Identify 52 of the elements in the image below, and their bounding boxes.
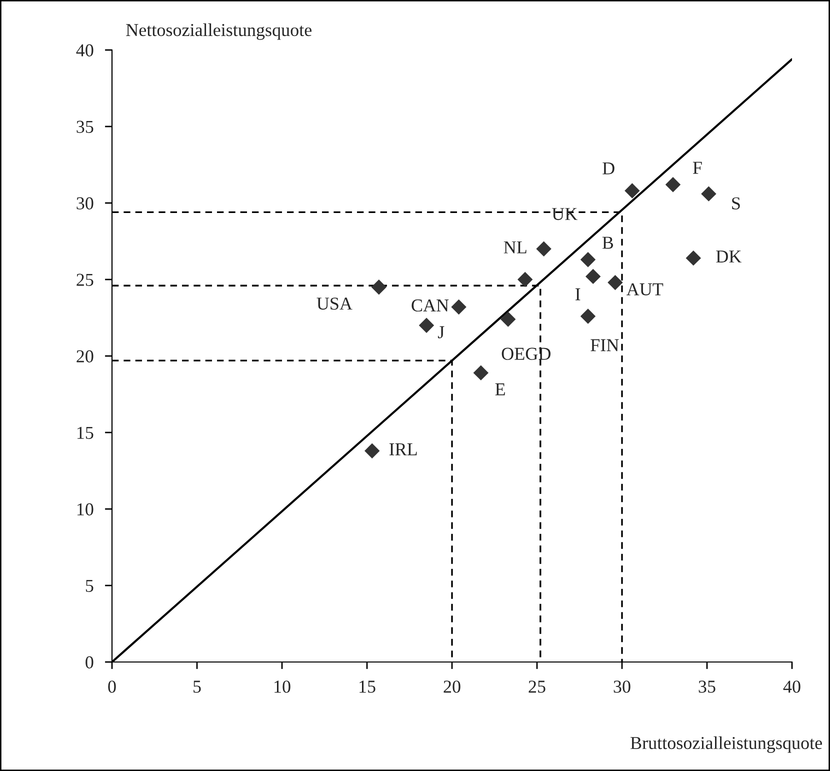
x-tick-label: 5 <box>194 680 201 693</box>
x-tick-label: 20 <box>444 680 460 693</box>
point <box>536 241 552 257</box>
point <box>473 365 489 380</box>
y-tick-label: 30 <box>76 197 94 210</box>
annotation: UK <box>552 208 578 220</box>
annotation: I <box>575 288 580 300</box>
point <box>451 299 466 315</box>
annotation: DK <box>716 250 742 262</box>
point <box>701 186 716 202</box>
y-tick-label: 40 <box>76 44 94 56</box>
y-tick-label: 0 <box>86 656 94 668</box>
point <box>624 183 640 198</box>
annotation: USA <box>316 298 352 310</box>
annotation: FIN <box>590 339 619 352</box>
y-tick-label: 10 <box>77 503 94 516</box>
point <box>585 268 601 284</box>
annotation: OEGD <box>502 348 551 360</box>
point <box>500 312 516 327</box>
y-tick-label: 15 <box>77 426 94 439</box>
annotation: J <box>438 326 444 338</box>
annotation: AUT <box>626 283 664 296</box>
point <box>371 280 387 295</box>
x-tick-label: 30 <box>614 680 630 693</box>
x-tick-label: 35 <box>698 680 716 693</box>
annotation: B <box>602 236 614 249</box>
annotation: IRL <box>389 443 417 456</box>
x-tick-label: 40 <box>783 680 800 693</box>
x-tick-label: 0 <box>108 680 116 693</box>
y-tick-label: 35 <box>76 120 94 133</box>
point <box>517 272 533 288</box>
point <box>418 318 434 334</box>
y-tick-label: 25 <box>76 274 94 286</box>
point <box>686 250 702 266</box>
annotation: CAN <box>412 299 449 312</box>
annotation: D <box>602 162 614 174</box>
x-tick-label: 10 <box>274 680 290 693</box>
point <box>608 274 623 290</box>
point <box>580 308 596 324</box>
point <box>665 177 681 192</box>
annotation: S <box>732 197 740 210</box>
annotation: E <box>495 383 505 396</box>
annotation: NL <box>504 241 526 254</box>
y-tick-label: 5 <box>86 580 94 592</box>
y-tick-label: 20 <box>76 350 94 362</box>
x-axis-title: Bruttosozialleistungsquote <box>630 736 822 753</box>
x-tick-label: 15 <box>360 680 376 693</box>
point <box>364 443 380 458</box>
annotation: F <box>692 162 702 174</box>
point <box>580 252 596 268</box>
x-tick-label: 25 <box>528 680 546 693</box>
y-axis-title: Nettosozialleistungsquote <box>126 23 312 40</box>
